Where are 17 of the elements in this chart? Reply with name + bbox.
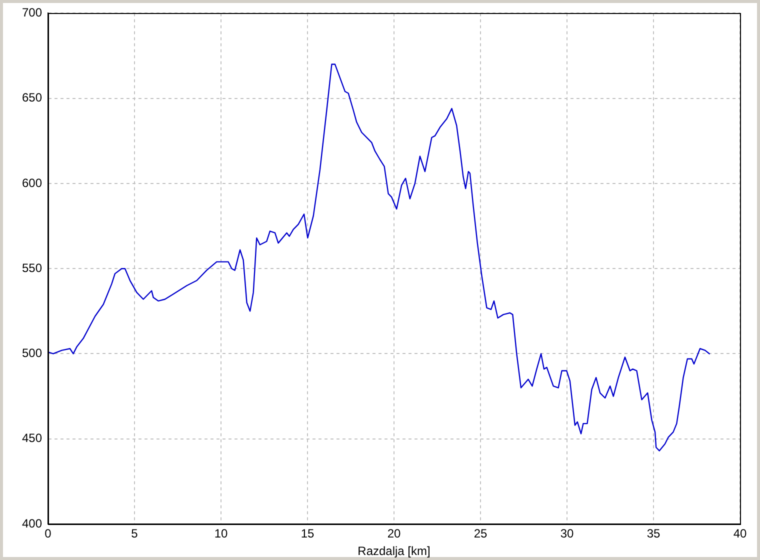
y-tick-label: 600 <box>22 176 42 190</box>
y-tick-label: 550 <box>22 260 42 275</box>
x-tick-label: 0 <box>44 526 52 541</box>
x-tick-label: 40 <box>733 526 747 541</box>
x-tick-label: 15 <box>300 526 314 541</box>
x-tick-label: 20 <box>387 526 401 541</box>
x-tick-label: 10 <box>214 526 228 541</box>
x-tick-label: 35 <box>646 526 660 541</box>
x-tick-label: 25 <box>474 526 488 541</box>
y-tick-label: 400 <box>22 516 42 530</box>
x-axis-title: Razdalja [km] <box>358 544 430 558</box>
y-tick-label: 650 <box>22 90 42 105</box>
x-tick-label: 30 <box>560 526 574 541</box>
y-tick-label: 700 <box>22 6 42 20</box>
y-tick-label: 500 <box>22 346 42 360</box>
y-tick-label: 450 <box>22 431 42 446</box>
x-tick-label: 5 <box>131 526 138 541</box>
